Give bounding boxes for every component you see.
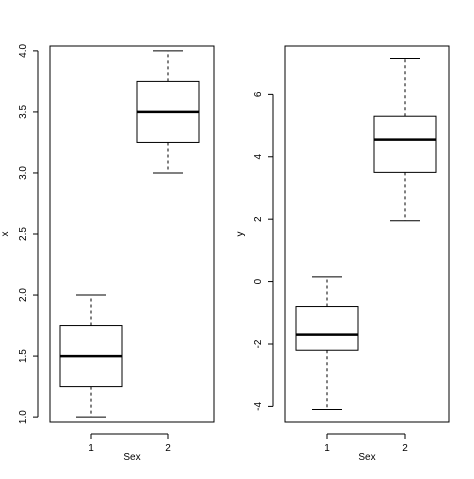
- x-tick-label: 1: [324, 443, 330, 454]
- chart-panel-1: 1.0 1.5 2.0 2.5 3.0 3.5 4.0 1 2 Sex x: [0, 43, 215, 463]
- y-tick-label: 6: [253, 91, 264, 97]
- x-tick-label: 2: [165, 443, 171, 454]
- y-axis-title: y: [235, 232, 246, 237]
- y-tick-label: 4.0: [18, 43, 29, 57]
- box-iqr: [295, 306, 359, 351]
- x-tick-label: 2: [402, 443, 408, 454]
- y-tick-label: 3.0: [18, 166, 29, 180]
- box-iqr: [373, 115, 437, 173]
- y-tick-label: 4: [253, 154, 264, 160]
- x-axis-title: Sex: [123, 452, 140, 463]
- y-tick-label: 1.0: [18, 410, 29, 424]
- x-tick-label: 1: [88, 443, 94, 454]
- y-tick-label: 1.5: [18, 349, 29, 363]
- box-1: [295, 276, 359, 411]
- y-axis-title: x: [0, 232, 11, 237]
- plot-frame: [284, 45, 450, 423]
- y-tick-label: -4: [253, 402, 264, 411]
- y-tick-label: 0: [253, 278, 264, 284]
- x-axis-title: Sex: [358, 452, 375, 463]
- y-tick-label: 2: [253, 216, 264, 222]
- y-tick-label: 2.5: [18, 227, 29, 241]
- y-tick-label: -2: [253, 339, 264, 348]
- plot-frame: [49, 45, 215, 423]
- y-tick-label: 3.5: [18, 105, 29, 119]
- box-2: [373, 57, 437, 222]
- y-tick-label: 2.0: [18, 288, 29, 302]
- box-2: [136, 50, 200, 174]
- chart-panel-2: -4 -2 0 2 4 6 1 2 Sex y: [235, 45, 450, 463]
- box-1: [59, 294, 123, 418]
